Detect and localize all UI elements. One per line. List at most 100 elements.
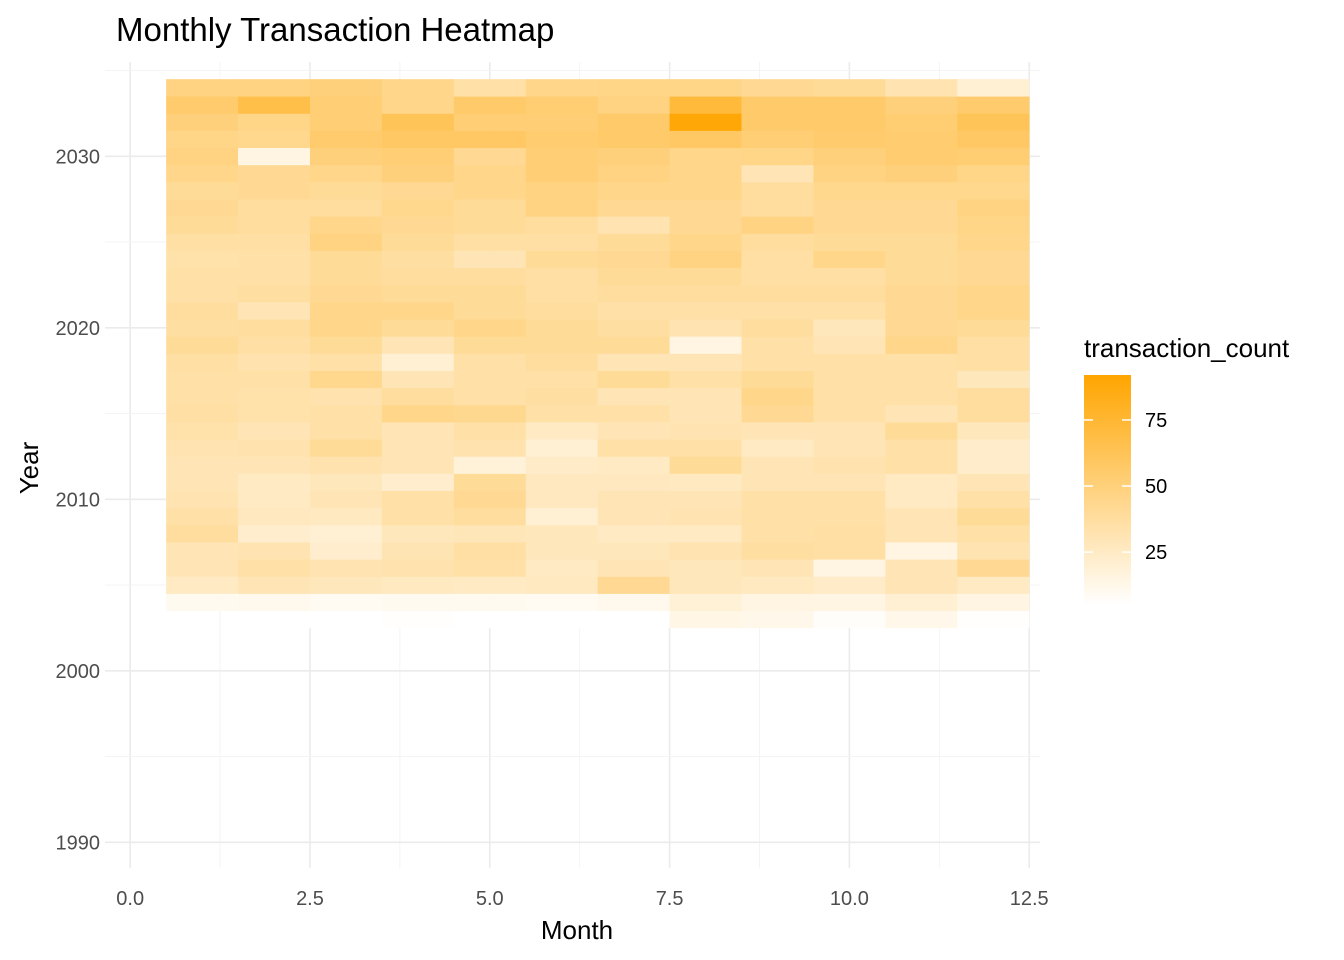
- heatmap-cell: [813, 353, 886, 371]
- x-tick-label: 2.5: [296, 888, 324, 910]
- heatmap-cell: [453, 422, 527, 440]
- heatmap-cell: [957, 353, 1030, 371]
- y-tick-label: 1990: [56, 832, 101, 854]
- heatmap-cell: [309, 576, 383, 594]
- heatmap-cell: [525, 610, 598, 629]
- heatmap-cell: [669, 353, 742, 371]
- heatmap-cell: [453, 147, 527, 166]
- heatmap-cell: [238, 96, 311, 114]
- heatmap-cell: [813, 113, 886, 131]
- heatmap-cell: [957, 147, 1030, 166]
- heatmap-cell: [597, 525, 670, 543]
- heatmap-cell: [597, 610, 670, 629]
- heatmap-cell: [381, 456, 455, 474]
- heatmap-cell: [741, 370, 814, 389]
- heatmap-cell: [885, 250, 958, 269]
- heatmap-cell: [813, 610, 886, 629]
- heatmap-cell: [957, 336, 1030, 354]
- heatmap-cell: [381, 182, 455, 200]
- heatmap-cell: [238, 182, 311, 200]
- heatmap-cell: [525, 507, 598, 526]
- heatmap-cell: [597, 576, 670, 594]
- heatmap-cell: [166, 113, 239, 131]
- heatmap-cell: [309, 199, 383, 217]
- heatmap-cell: [525, 525, 598, 543]
- heatmap-cell: [885, 284, 958, 303]
- heatmap-cell: [885, 422, 958, 440]
- heatmap-cell: [885, 267, 958, 286]
- heatmap-cell: [309, 79, 383, 97]
- heatmap-cell: [238, 113, 311, 131]
- heatmap-cell: [741, 199, 814, 217]
- heatmap-cell: [741, 113, 814, 131]
- heatmap-cell: [885, 559, 958, 577]
- heatmap-cell: [597, 593, 670, 612]
- heatmap-cell: [885, 490, 958, 509]
- heatmap-cell: [453, 130, 527, 149]
- heatmap-cell: [741, 302, 814, 320]
- heatmap-cell: [525, 319, 598, 337]
- heatmap-cell: [741, 542, 814, 560]
- heatmap-cell: [813, 336, 886, 354]
- heatmap-cell: [166, 473, 239, 492]
- heatmap-cell: [597, 507, 670, 526]
- heatmap-cell: [309, 319, 383, 337]
- heatmap-cell: [741, 559, 814, 577]
- heatmap-cell: [166, 490, 239, 509]
- heatmap-cell: [238, 387, 311, 406]
- heatmap-cell: [166, 576, 239, 594]
- heatmap-cell: [957, 525, 1030, 543]
- heatmap-cell: [525, 130, 598, 149]
- heatmap-cell: [381, 576, 455, 594]
- heatmap-cell: [957, 113, 1030, 131]
- heatmap-cell: [381, 422, 455, 440]
- heatmap-cell: [381, 233, 455, 251]
- heatmap-cell: [525, 182, 598, 200]
- heatmap-cell: [669, 422, 742, 440]
- heatmap-cell: [309, 542, 383, 560]
- heatmap-cell: [813, 284, 886, 303]
- heatmap-cell: [381, 387, 455, 406]
- y-tick-label: 2000: [56, 661, 101, 683]
- heatmap-cell: [309, 473, 383, 492]
- heatmap-cell: [957, 404, 1030, 423]
- heatmap-cell: [597, 164, 670, 183]
- heatmap-cell: [885, 507, 958, 526]
- heatmap-cell: [453, 525, 527, 543]
- heatmap-cell: [166, 439, 239, 457]
- heatmap-cell: [957, 284, 1030, 303]
- heatmap-cell: [238, 593, 311, 612]
- heatmap-cell: [885, 525, 958, 543]
- heatmap-cell: [813, 216, 886, 234]
- heatmap-cell: [453, 439, 527, 457]
- heatmap-cell: [597, 353, 670, 371]
- legend-title: transaction_count: [1084, 333, 1290, 363]
- heatmap-cell: [885, 216, 958, 234]
- heatmap-cell: [309, 164, 383, 183]
- heatmap-cell: [453, 387, 527, 406]
- heatmap-cell: [525, 147, 598, 166]
- heatmap-cell: [453, 250, 527, 269]
- heatmap-cell: [238, 576, 311, 594]
- heatmap-cell: [525, 387, 598, 406]
- heatmap-cell: [238, 319, 311, 337]
- heatmap-cell: [166, 250, 239, 269]
- heatmap-cell: [453, 404, 527, 423]
- heatmap-cell: [885, 576, 958, 594]
- heatmap-cell: [669, 439, 742, 457]
- heatmap-cell: [381, 130, 455, 149]
- heatmap-cell: [813, 79, 886, 97]
- heatmap-cell: [957, 79, 1030, 97]
- heatmap-cell: [957, 593, 1030, 612]
- heatmap-cell: [957, 490, 1030, 509]
- heatmap-cell: [957, 610, 1030, 629]
- heatmap-cell: [669, 199, 742, 217]
- heatmap-cell: [669, 387, 742, 406]
- heatmap-cell: [238, 353, 311, 371]
- heatmap-cells: [166, 79, 1030, 629]
- heatmap-cell: [813, 525, 886, 543]
- heatmap-cell: [381, 250, 455, 269]
- heatmap-cell: [741, 404, 814, 423]
- x-tick-label: 10.0: [830, 888, 869, 910]
- heatmap-cell: [741, 216, 814, 234]
